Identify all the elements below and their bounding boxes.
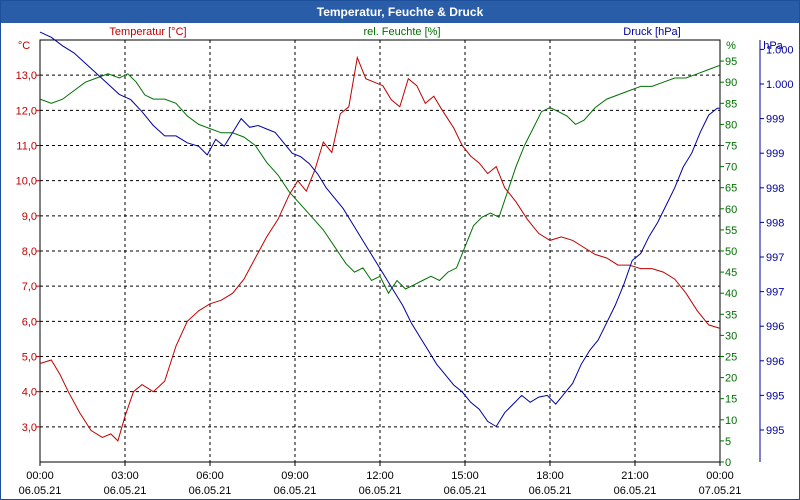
time-tick-label: 12:00: [366, 470, 394, 482]
humidity-tick-label: 5: [725, 436, 731, 448]
time-tick-label: 18:00: [536, 470, 564, 482]
temperature-tick-label: 11,0: [16, 141, 37, 153]
humidity-tick-label: 15: [725, 394, 737, 406]
date-tick-label: 07.05.21: [699, 485, 742, 497]
chart-title: Temperatur, Feuchte & Druck: [1, 1, 799, 23]
time-tick-label: 00:00: [706, 470, 734, 482]
temperature-tick-label: 6,0: [22, 316, 37, 328]
pressure-tick-label: 995: [766, 390, 784, 402]
pressure-tick-label: 997: [766, 252, 784, 264]
date-tick-label: 06.05.21: [104, 485, 147, 497]
humidity-axis: 0 5 10 15 20 25 30 35 40 45 50 55 60 65 70 75 80 85 90 95: [720, 56, 737, 469]
humidity-tick-label: 60: [725, 204, 737, 216]
date-tick-label: 06.05.21: [359, 485, 402, 497]
time-tick-label: 00:00: [26, 470, 54, 482]
humidity-tick-label: 40: [725, 288, 737, 300]
humidity-tick-label: 10: [725, 415, 737, 427]
time-tick-label: 09:00: [281, 470, 309, 482]
humidity-line: [39, 64, 721, 295]
time-tick-label: 03:00: [111, 470, 139, 482]
pressure-tick-label: 999: [766, 114, 784, 126]
temperature-tick-label: 12,0: [16, 105, 37, 117]
pressure-axis: 995 995 996 996 997 997 998 998 999 999 1.000 1.000: [759, 40, 794, 462]
pressure-unit: hPa: [763, 40, 783, 52]
time-axis: 00:00 06.05.21 03:00 06.05.21 06:00 06.05.21 0…: [19, 462, 742, 497]
humidity-tick-label: 90: [725, 77, 737, 89]
time-tick-label: 06:00: [196, 470, 224, 482]
humidity-tick-label: 55: [725, 225, 737, 237]
date-tick-label: 06.05.21: [529, 485, 572, 497]
humidity-tick-label: 30: [725, 330, 737, 342]
humidity-tick-label: 50: [725, 246, 737, 258]
pressure-tick-label: 996: [766, 356, 784, 368]
time-tick-label: 21:00: [621, 470, 649, 482]
humidity-unit: %: [726, 40, 736, 52]
pressure-tick-label: 999: [766, 148, 784, 160]
temperature-tick-label: 9,0: [22, 211, 37, 223]
temperature-tick-label: 3,0: [22, 422, 37, 434]
temperature-unit: °C: [18, 40, 30, 52]
pressure-tick-label: 998: [766, 183, 784, 195]
temperature-tick-label: 4,0: [22, 387, 37, 399]
temperature-legend: Temperatur [°C]: [109, 26, 186, 38]
temperature-tick-label: 5,0: [22, 352, 37, 364]
humidity-tick-label: 75: [725, 141, 737, 153]
grid-lines: [40, 40, 720, 462]
date-tick-label: 06.05.21: [614, 485, 657, 497]
humidity-tick-label: 0: [725, 457, 731, 469]
temperature-tick-label: 7,0: [22, 281, 37, 293]
date-tick-label: 06.05.21: [19, 485, 62, 497]
pressure-tick-label: 997: [766, 287, 784, 299]
humidity-tick-label: 35: [725, 309, 737, 321]
humidity-tick-label: 25: [725, 352, 737, 364]
date-tick-label: 06.05.21: [274, 485, 317, 497]
date-tick-label: 06.05.21: [189, 485, 232, 497]
humidity-tick-label: 80: [725, 119, 737, 131]
pressure-line: [39, 31, 720, 428]
date-tick-label: 06.05.21: [444, 485, 487, 497]
pressure-tick-label: 996: [766, 321, 784, 333]
temperature-tick-label: 8,0: [22, 246, 37, 258]
humidity-tick-label: 45: [725, 267, 737, 279]
series-layer: [39, 31, 721, 442]
humidity-tick-label: 20: [725, 373, 737, 385]
pressure-tick-label: 998: [766, 217, 784, 229]
time-tick-label: 15:00: [451, 470, 479, 482]
humidity-tick-label: 85: [725, 98, 737, 110]
pressure-tick-label: 1.000: [766, 79, 794, 91]
pressure-tick-label: 995: [766, 425, 784, 437]
pressure-tick-label: 1.000: [766, 44, 794, 56]
temperature-tick-label: 10,0: [16, 176, 37, 188]
humidity-tick-label: 95: [725, 56, 737, 68]
pressure-legend: Druck [hPa]: [623, 26, 680, 38]
humidity-tick-label: 70: [725, 162, 737, 174]
humidity-legend: rel. Feuchte [%]: [363, 26, 440, 38]
humidity-tick-label: 65: [725, 183, 737, 195]
temperature-axis: 3,0 4,0 5,0 6,0 7,0 8,0 9,0 10,0 11,0 12,0 13,0: [16, 70, 40, 434]
temperature-line: [39, 55, 721, 442]
temperature-tick-label: 13,0: [16, 70, 37, 82]
